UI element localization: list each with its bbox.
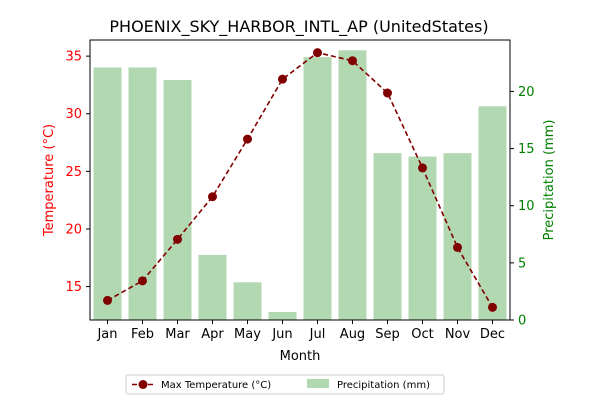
- x-tick-label: Aug: [340, 327, 365, 342]
- x-tick-label: Mar: [165, 327, 190, 342]
- legend-label-temperature: Max Temperature (°C): [161, 380, 271, 391]
- plot-frame: [89, 39, 511, 321]
- bar-apr: [198, 254, 227, 320]
- bar-aug: [338, 50, 367, 321]
- temperature-line: [103, 48, 497, 312]
- temperature-point-mar: [173, 234, 182, 244]
- left-tick-label: 20: [65, 222, 82, 237]
- bar-may: [233, 282, 262, 320]
- right-axis-title: Precipitation (mm): [542, 120, 557, 241]
- bar-jan: [93, 67, 122, 320]
- left-tick-label: 30: [65, 107, 82, 122]
- x-tick-label: Jan: [96, 327, 117, 342]
- temperature-point-oct: [418, 163, 427, 173]
- right-tick-label: 10: [518, 199, 535, 214]
- temperature-point-jan: [103, 295, 112, 305]
- x-tick-label: Jul: [309, 327, 326, 342]
- left-tick-label: 35: [65, 50, 82, 65]
- legend: Max Temperature (°C) Precipitation (mm): [125, 374, 445, 395]
- left-axis-ticks: 15 20 25 30 35: [65, 50, 90, 295]
- temperature-point-may: [243, 134, 252, 144]
- right-axis-ticks: 0 5 10 15 20: [510, 85, 535, 329]
- temperature-point-jul: [313, 48, 322, 58]
- x-tick-label: Nov: [445, 327, 471, 342]
- legend-marker-swatch: [138, 380, 148, 389]
- x-tick-label: Dec: [480, 327, 505, 342]
- x-axis-ticks: Jan Feb Mar Apr May Jun Jul Aug Sep Oct Nov Dec: [96, 320, 505, 342]
- bar-nov: [443, 153, 472, 320]
- temperature-point-aug: [348, 56, 357, 66]
- bar-sep: [373, 153, 402, 320]
- right-tick-label: 0: [518, 314, 526, 329]
- x-tick-label: Oct: [411, 327, 433, 342]
- legend-frame: [125, 374, 445, 395]
- temperature-point-apr: [208, 192, 217, 202]
- bar-dec: [478, 106, 507, 321]
- x-tick-label: Feb: [131, 327, 154, 342]
- left-tick-label: 25: [65, 165, 82, 180]
- x-tick-label: Sep: [375, 327, 400, 342]
- right-tick-label: 5: [518, 256, 526, 271]
- temperature-point-jun: [278, 74, 287, 84]
- x-tick-label: May: [234, 327, 261, 342]
- x-tick-label: Apr: [201, 327, 224, 342]
- temperature-point-feb: [138, 276, 147, 286]
- right-tick-label: 20: [518, 85, 535, 100]
- precipitation-bars: [93, 50, 507, 321]
- bar-mar: [163, 80, 192, 320]
- left-tick-label: 15: [65, 280, 82, 295]
- temperature-point-sep: [383, 88, 392, 98]
- legend-label-precipitation: Precipitation (mm): [337, 380, 430, 391]
- bar-oct: [408, 156, 437, 320]
- x-axis-title: Month: [280, 349, 321, 364]
- bar-jun: [268, 312, 297, 320]
- right-tick-label: 15: [518, 142, 535, 157]
- temperature-point-nov: [453, 242, 462, 252]
- x-tick-label: Jun: [271, 327, 292, 342]
- temperature-series-line: [107, 51, 494, 308]
- bar-jul: [303, 57, 332, 321]
- temperature-point-dec: [488, 302, 497, 312]
- chart-title: PHOENIX_SKY_HARBOR_INTL_AP (UnitedStates…: [109, 17, 488, 37]
- left-axis-title: Temperature (°C): [42, 124, 57, 237]
- legend-bar-swatch: [307, 379, 329, 388]
